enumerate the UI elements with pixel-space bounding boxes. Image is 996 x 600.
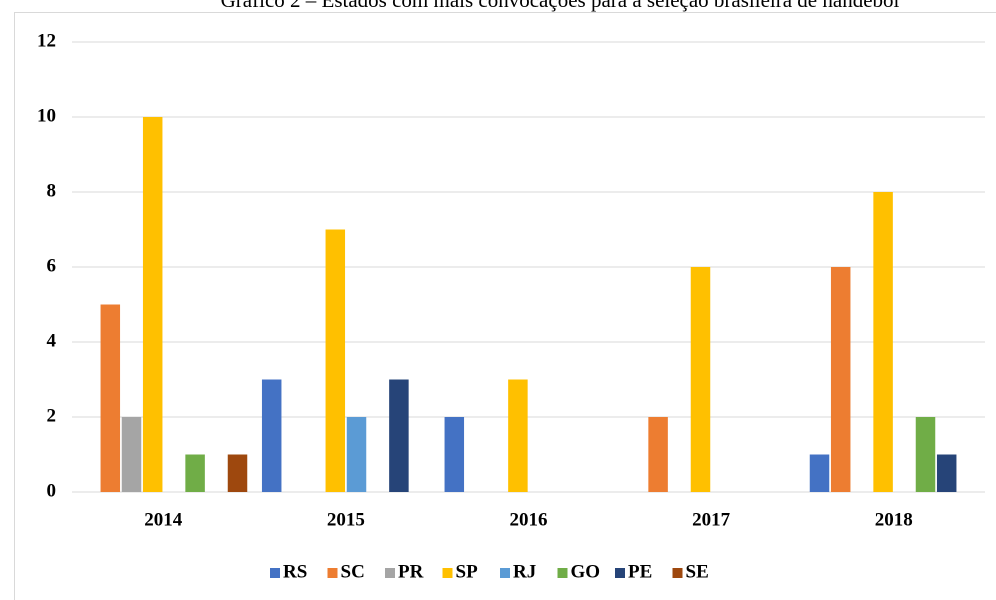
legend-label: SP xyxy=(456,561,479,582)
x-tick-label: 2016 xyxy=(510,509,548,530)
legend-label: RJ xyxy=(513,561,536,582)
legend-label: SC xyxy=(341,561,365,582)
legend-swatch xyxy=(557,568,568,578)
legend-swatch xyxy=(615,568,625,578)
bar xyxy=(936,454,957,492)
bar xyxy=(227,454,248,492)
bar xyxy=(100,304,121,492)
y-tick-label: 12 xyxy=(37,30,56,51)
legend-label: PE xyxy=(628,561,652,582)
y-tick-label: 6 xyxy=(47,255,57,276)
bar xyxy=(444,417,465,492)
bar xyxy=(346,417,367,492)
x-tick-label: 2018 xyxy=(875,509,913,530)
bar xyxy=(121,417,142,492)
bar xyxy=(325,229,346,492)
bar xyxy=(873,192,893,492)
legend-swatch xyxy=(270,568,280,578)
y-tick-label: 2 xyxy=(47,405,57,426)
bar xyxy=(690,267,711,492)
bar xyxy=(915,417,936,492)
legend-swatch xyxy=(442,568,453,578)
legend-swatch xyxy=(385,568,395,578)
bar xyxy=(261,379,282,492)
y-tick-label: 10 xyxy=(37,105,56,126)
bar xyxy=(389,379,409,492)
legend-swatch xyxy=(327,568,338,578)
legend-label: SE xyxy=(686,561,709,582)
legend-swatch xyxy=(500,568,510,578)
y-tick-label: 0 xyxy=(47,480,57,501)
bar xyxy=(830,267,851,492)
x-tick-label: 2014 xyxy=(144,509,183,530)
legend-swatch xyxy=(672,568,683,578)
legend-label: PR xyxy=(398,561,424,582)
bar xyxy=(142,117,163,492)
legend-label: GO xyxy=(571,561,601,582)
x-tick-label: 2017 xyxy=(692,509,731,530)
y-tick-label: 8 xyxy=(47,180,57,201)
legend-label: RS xyxy=(283,561,307,582)
y-tick-label: 4 xyxy=(47,330,57,351)
x-tick-label: 2015 xyxy=(327,509,365,530)
bar xyxy=(648,417,668,492)
chart-title: Gráfico 2 – Estados com mais convocações… xyxy=(221,0,900,12)
bar xyxy=(185,454,205,492)
bar xyxy=(508,379,528,492)
bar xyxy=(809,454,830,492)
